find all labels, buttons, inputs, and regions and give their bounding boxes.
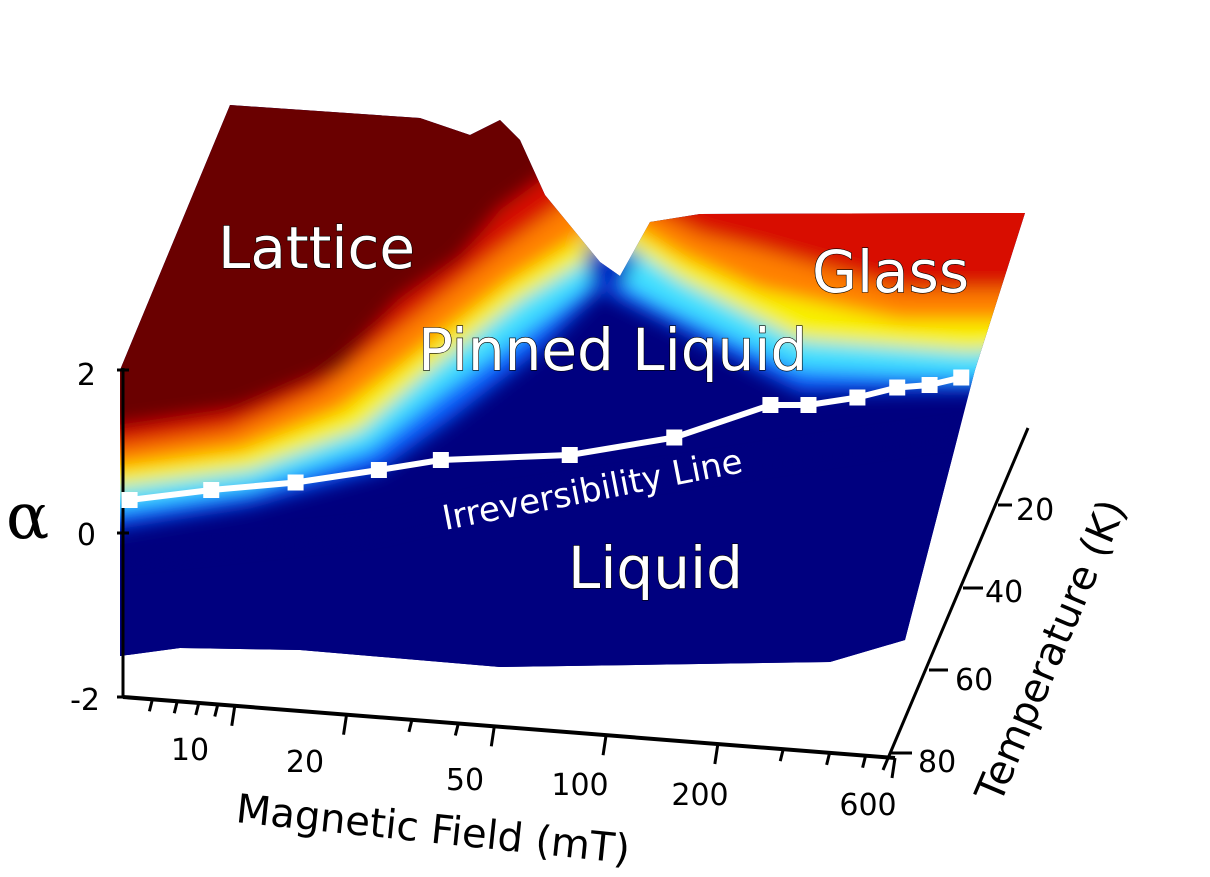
z-tick-label: 0 xyxy=(77,518,96,553)
irreversibility-point xyxy=(849,389,866,406)
irreversibility-point xyxy=(800,397,817,413)
band-liquid xyxy=(120,420,1025,667)
x-major-tick xyxy=(890,757,897,779)
x-tick-label: 50 xyxy=(446,763,484,798)
x-axis: 10 20 50 100 200 600 Magnetic Field (mT) xyxy=(122,695,897,873)
band-darkred-lattice xyxy=(120,105,560,430)
irreversibility-point xyxy=(762,397,779,413)
irreversibility-line xyxy=(121,369,970,508)
x-major-tick xyxy=(713,743,720,765)
region-label-lattice: Lattice xyxy=(218,214,415,282)
x-minor-tick xyxy=(172,700,179,714)
x-tick-label: 600 xyxy=(839,788,896,823)
x-minor-tick xyxy=(407,719,414,733)
x-minor-tick xyxy=(778,748,785,762)
irreversibility-point xyxy=(432,452,449,468)
x-minor-tick xyxy=(861,755,868,769)
z-tick-label: -2 xyxy=(70,683,100,718)
irreversibility-point xyxy=(921,377,938,393)
irreversibility-point xyxy=(121,492,138,508)
x-major-tick xyxy=(489,726,496,747)
x-minor-tick xyxy=(453,723,460,736)
irreversibility-point xyxy=(953,369,970,386)
x-minor-tick xyxy=(147,698,154,712)
y-axis-label: Temperature (K) xyxy=(966,493,1135,810)
x-major-tick xyxy=(601,734,608,756)
y-tick-label: 80 xyxy=(918,745,956,780)
irreversibility-point xyxy=(287,474,304,491)
y-tick-label: 40 xyxy=(985,575,1023,610)
y-tick-label: 60 xyxy=(955,663,993,698)
irreversibility-point xyxy=(889,379,906,396)
x-tick-label: 100 xyxy=(551,768,608,803)
x-minor-tick xyxy=(825,752,832,766)
z-tick-label: 2 xyxy=(77,358,96,393)
irreversibility-point xyxy=(666,429,683,446)
x-tick-label: 10 xyxy=(171,733,209,768)
z-axis-label: α xyxy=(6,480,49,554)
irreversibility-point xyxy=(203,482,220,498)
x-minor-tick xyxy=(194,702,201,716)
region-label-liquid: Liquid xyxy=(568,534,743,602)
region-label-glass: Glass xyxy=(812,238,969,306)
x-major-tick xyxy=(342,714,349,735)
x-tick-label: 20 xyxy=(286,745,324,780)
region-label-pinned-liquid: Pinned Liquid xyxy=(418,316,807,384)
irreversibility-point xyxy=(370,462,387,478)
z-axis: 2 0 -2 α xyxy=(6,358,129,718)
x-tick-label: 200 xyxy=(671,778,728,813)
x-minor-tick xyxy=(213,704,220,717)
irreversibility-point xyxy=(561,447,578,463)
x-major-tick xyxy=(230,705,237,727)
y-tick-label: 20 xyxy=(1016,493,1054,528)
surface xyxy=(120,105,1025,667)
